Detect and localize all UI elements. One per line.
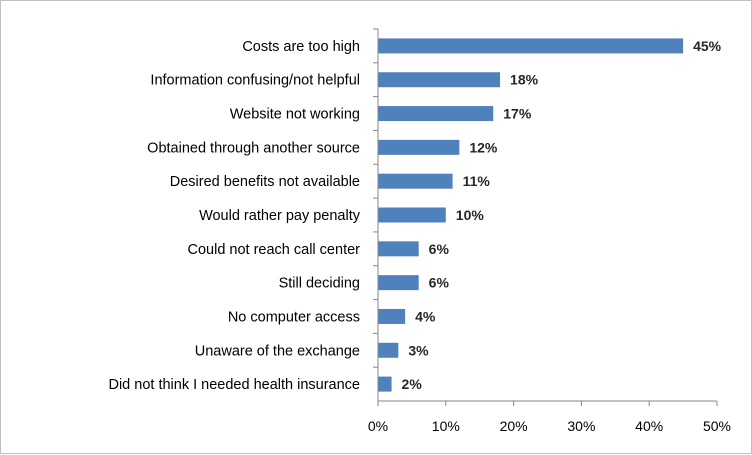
data-label: 2% bbox=[402, 376, 423, 392]
bar bbox=[378, 241, 419, 257]
category-label: Unaware of the exchange bbox=[195, 343, 360, 359]
data-labels-layer: 45% 18% 17% 12% 11% 10% 6% 6% 4% 3% 2% bbox=[402, 38, 722, 392]
category-label: Could not reach call center bbox=[188, 242, 361, 258]
data-label: 4% bbox=[415, 308, 436, 324]
category-label: Did not think I needed health insurance bbox=[108, 377, 360, 393]
x-tick-label: 50% bbox=[703, 418, 731, 434]
data-label: 3% bbox=[408, 342, 429, 358]
data-label: 18% bbox=[510, 72, 539, 88]
bar bbox=[378, 275, 419, 291]
category-label: Information confusing/not helpful bbox=[150, 73, 360, 89]
data-label: 6% bbox=[429, 275, 450, 291]
axis-layer: 0% 10% 20% 30% 40% 50% bbox=[368, 28, 731, 434]
bar bbox=[378, 38, 684, 54]
x-tick-label: 0% bbox=[368, 418, 388, 434]
data-label: 6% bbox=[429, 241, 450, 257]
bar bbox=[378, 173, 453, 189]
bar bbox=[378, 342, 399, 358]
x-tick-label: 20% bbox=[500, 418, 528, 434]
x-tick-label: 30% bbox=[567, 418, 595, 434]
bars-layer bbox=[378, 38, 684, 392]
category-labels-layer: Costs are too high Information confusing/… bbox=[108, 39, 360, 393]
category-label: Still deciding bbox=[279, 276, 360, 292]
x-tick-label: 10% bbox=[432, 418, 460, 434]
category-label: Would rather pay penalty bbox=[199, 208, 361, 224]
data-label: 45% bbox=[693, 38, 722, 54]
category-label: No computer access bbox=[228, 309, 360, 325]
data-label: 11% bbox=[463, 173, 491, 189]
bar bbox=[378, 72, 501, 88]
category-label: Costs are too high bbox=[242, 39, 360, 55]
x-tick-label: 40% bbox=[635, 418, 663, 434]
bar bbox=[378, 139, 460, 155]
category-label: Obtained through another source bbox=[147, 140, 360, 156]
data-label: 17% bbox=[503, 106, 532, 122]
category-label: Desired benefits not available bbox=[170, 174, 360, 190]
bar bbox=[378, 308, 406, 324]
data-label: 12% bbox=[469, 139, 498, 155]
category-label: Website not working bbox=[230, 107, 360, 123]
data-label: 10% bbox=[456, 207, 485, 223]
bar bbox=[378, 376, 392, 392]
bar bbox=[378, 106, 494, 122]
bar bbox=[378, 207, 446, 223]
